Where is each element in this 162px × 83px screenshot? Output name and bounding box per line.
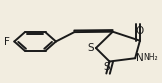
Text: N: N bbox=[136, 53, 144, 63]
Text: O: O bbox=[136, 26, 144, 36]
Text: NH₂: NH₂ bbox=[143, 53, 157, 62]
Text: S: S bbox=[87, 43, 94, 53]
Text: F: F bbox=[4, 37, 10, 46]
Text: S: S bbox=[103, 62, 110, 72]
